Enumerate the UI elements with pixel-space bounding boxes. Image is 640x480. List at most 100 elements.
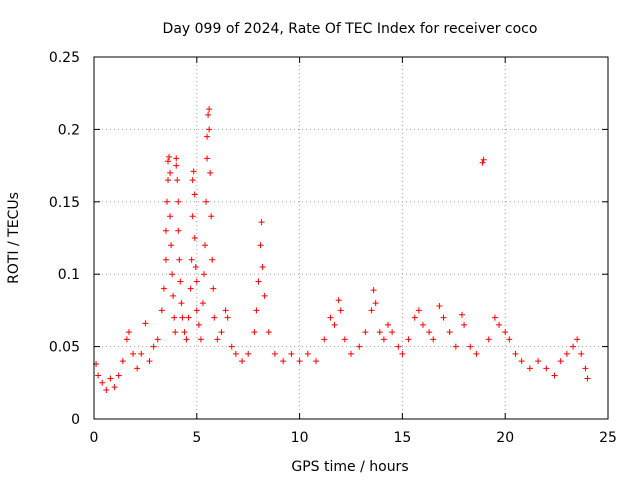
data-point xyxy=(103,387,110,394)
data-point xyxy=(171,314,178,321)
data-point xyxy=(185,314,192,321)
data-point xyxy=(362,329,369,336)
data-point xyxy=(228,343,235,350)
data-point xyxy=(405,336,412,343)
y-tick-label: 0.15 xyxy=(49,195,80,211)
data-point xyxy=(485,336,492,343)
grid xyxy=(94,57,608,419)
data-point xyxy=(288,350,295,357)
data-point xyxy=(165,177,172,184)
data-point xyxy=(190,168,197,175)
data-point xyxy=(174,177,181,184)
data-point xyxy=(192,263,199,270)
data-point xyxy=(253,307,260,314)
data-point xyxy=(206,126,213,133)
data-point xyxy=(210,285,217,292)
data-point xyxy=(304,350,311,357)
data-point xyxy=(111,384,118,391)
data-point xyxy=(440,314,447,321)
data-point xyxy=(158,307,165,314)
data-point xyxy=(261,292,268,299)
data-point xyxy=(570,343,577,350)
data-point xyxy=(208,213,215,220)
data-point xyxy=(204,155,211,162)
data-point xyxy=(512,350,519,357)
data-point xyxy=(167,213,174,220)
data-point xyxy=(146,358,153,365)
data-point xyxy=(163,198,170,205)
data-point xyxy=(578,350,585,357)
data-point xyxy=(115,372,122,379)
data-point xyxy=(142,320,149,327)
data-point xyxy=(206,106,213,113)
data-point xyxy=(389,329,396,336)
data-point xyxy=(169,271,176,278)
data-point xyxy=(195,321,202,328)
data-point xyxy=(168,242,175,249)
data-point xyxy=(480,156,487,163)
data-point xyxy=(193,307,200,314)
data-point xyxy=(506,336,513,343)
data-point xyxy=(95,372,102,379)
data-point xyxy=(380,336,387,343)
data-point xyxy=(265,329,272,336)
data-points xyxy=(93,106,591,394)
x-axis: 0 5 10 15 20 25 xyxy=(90,57,617,446)
data-point xyxy=(175,227,182,234)
data-point xyxy=(491,314,498,321)
y-tick-label: 0.25 xyxy=(49,50,80,66)
data-point xyxy=(395,343,402,350)
data-point xyxy=(335,297,342,304)
data-point xyxy=(255,278,262,285)
data-point xyxy=(125,329,132,336)
data-point xyxy=(191,191,198,198)
data-point xyxy=(99,379,106,386)
data-point xyxy=(415,307,422,314)
x-axis-label: GPS time / hours xyxy=(291,459,408,475)
y-tick-label: 0.1 xyxy=(58,267,80,283)
data-point xyxy=(461,321,468,328)
data-point xyxy=(356,343,363,350)
data-point xyxy=(211,314,218,321)
data-point xyxy=(419,321,426,328)
data-point xyxy=(385,321,392,328)
data-point xyxy=(479,159,486,166)
data-point xyxy=(574,336,581,343)
data-point xyxy=(154,336,161,343)
data-point xyxy=(205,111,212,118)
x-tick-label: 5 xyxy=(192,430,201,446)
data-point xyxy=(411,314,418,321)
data-point xyxy=(187,285,194,292)
data-point xyxy=(584,375,591,382)
data-point xyxy=(518,358,525,365)
data-point xyxy=(179,314,186,321)
data-point xyxy=(224,314,231,321)
data-point xyxy=(134,365,141,372)
data-point xyxy=(130,350,137,357)
data-point xyxy=(426,329,433,336)
data-point xyxy=(188,256,195,263)
data-point xyxy=(327,314,334,321)
data-point xyxy=(123,336,130,343)
data-point xyxy=(222,307,229,314)
x-tick-label: 0 xyxy=(90,430,99,446)
data-point xyxy=(173,162,180,169)
data-point xyxy=(313,358,320,365)
data-point xyxy=(467,343,474,350)
data-point xyxy=(150,343,157,350)
data-point xyxy=(337,307,344,314)
data-point xyxy=(368,307,375,314)
data-point xyxy=(214,336,221,343)
data-point xyxy=(166,153,173,160)
data-point xyxy=(160,285,167,292)
y-axis: 0 0.05 0.1 0.15 0.2 0.25 xyxy=(49,50,608,428)
data-point xyxy=(582,365,589,372)
data-point xyxy=(535,358,542,365)
data-point xyxy=(331,321,338,328)
data-point xyxy=(502,329,509,336)
data-point xyxy=(119,358,126,365)
data-point xyxy=(204,133,211,140)
data-point xyxy=(189,213,196,220)
data-point xyxy=(496,321,503,328)
data-point xyxy=(189,177,196,184)
